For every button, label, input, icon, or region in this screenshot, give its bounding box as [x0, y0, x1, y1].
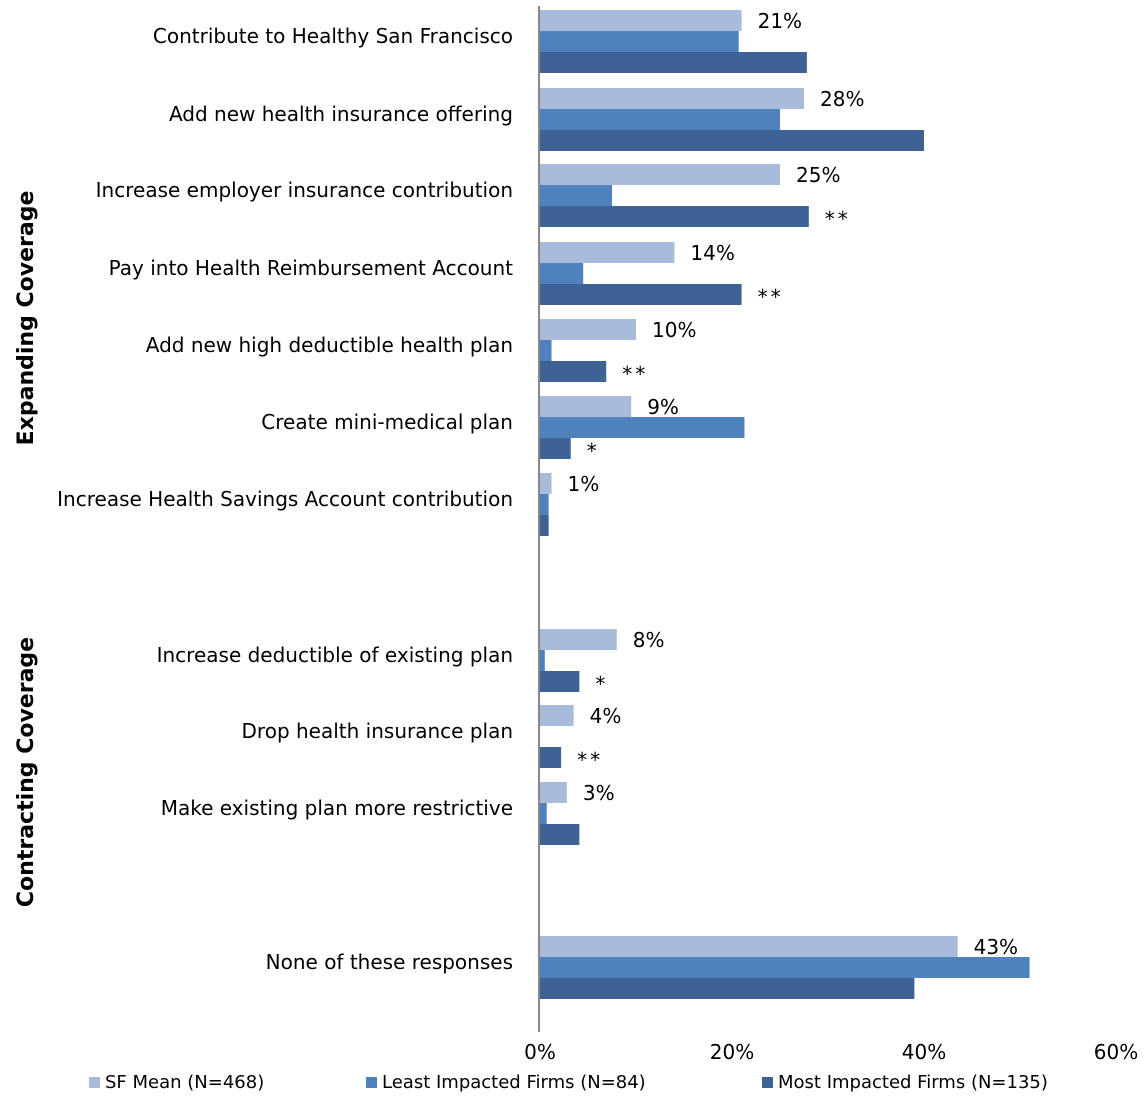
bar-most-impacted — [540, 978, 915, 999]
data-label: 43% — [974, 935, 1018, 959]
significance-markers: ********** — [577, 207, 851, 772]
data-labels: 21% 28% 25% 14% 10% 9% 1% 8% 4% 3% 43% — [568, 9, 1019, 959]
bar-least-impacted — [540, 31, 739, 52]
legend-label: Most Impacted Firms (N=135) — [778, 1072, 1048, 1093]
bar-sf-mean — [540, 319, 636, 340]
bar-most-impacted — [540, 206, 809, 227]
bar-most-impacted — [540, 747, 562, 768]
legend: SF Mean (N=468) Least Impacted Firms (N=8… — [89, 1072, 1048, 1093]
significance-marker: * — [587, 439, 600, 463]
bar-sf-mean — [540, 705, 574, 726]
data-label: 28% — [820, 87, 864, 111]
x-tick-label: 60% — [1094, 1040, 1138, 1064]
data-label: 10% — [652, 318, 696, 342]
category-label: Increase deductible of existing plan — [157, 643, 513, 667]
bar-least-impacted — [540, 650, 545, 671]
group-label: Contracting Coverage — [14, 637, 39, 907]
bar-most-impacted — [540, 671, 580, 692]
bar-most-impacted — [540, 361, 607, 382]
data-label: 25% — [796, 163, 840, 187]
x-tick-label: 20% — [710, 1040, 754, 1064]
bar-sf-mean — [540, 473, 552, 494]
bar-sf-mean — [540, 88, 804, 109]
bars-layer — [540, 10, 1030, 999]
x-tick-label: 0% — [524, 1040, 556, 1064]
significance-marker: ** — [622, 362, 648, 386]
bar-sf-mean — [540, 10, 742, 31]
category-label: Pay into Health Reimbursement Account — [109, 256, 514, 280]
data-label: 3% — [583, 781, 615, 805]
category-label: Add new health insurance offering — [169, 102, 513, 126]
legend-swatch — [89, 1077, 100, 1088]
bar-least-impacted — [540, 494, 549, 515]
category-label: Drop health insurance plan — [242, 719, 513, 743]
legend-swatch — [762, 1077, 773, 1088]
bar-sf-mean — [540, 242, 675, 263]
bar-sf-mean — [540, 936, 958, 957]
legend-label: SF Mean (N=468) — [105, 1072, 264, 1093]
bar-most-impacted — [540, 824, 580, 845]
bar-sf-mean — [540, 396, 632, 417]
data-label: 8% — [633, 628, 665, 652]
x-tick-label: 40% — [902, 1040, 946, 1064]
bar-sf-mean — [540, 164, 780, 185]
category-label: None of these responses — [266, 950, 513, 974]
category-label: Increase Health Savings Account contribu… — [57, 487, 513, 511]
category-label: Increase employer insurance contribution — [96, 178, 513, 202]
data-label: 9% — [647, 395, 679, 419]
data-label: 14% — [690, 241, 734, 265]
bar-most-impacted — [540, 515, 549, 536]
data-label: 4% — [590, 704, 622, 728]
significance-marker: ** — [825, 207, 851, 231]
category-label: Contribute to Healthy San Francisco — [153, 24, 513, 48]
category-label: Add new high deductible health plan — [146, 333, 513, 357]
significance-marker: ** — [577, 748, 603, 772]
bar-least-impacted — [540, 803, 547, 824]
bar-most-impacted — [540, 438, 571, 459]
bar-most-impacted — [540, 130, 924, 151]
bar-least-impacted — [540, 185, 612, 206]
x-tick-labels: 0% 20% 40% 60% — [524, 1040, 1138, 1064]
bar-sf-mean — [540, 629, 617, 650]
significance-marker: ** — [758, 285, 784, 309]
bar-least-impacted — [540, 957, 1030, 978]
bar-least-impacted — [540, 263, 584, 284]
data-label: 1% — [568, 472, 600, 496]
legend-label: Least Impacted Firms (N=84) — [382, 1072, 646, 1093]
group-label: Expanding Coverage — [14, 191, 39, 446]
significance-marker: * — [595, 672, 608, 696]
category-label: Create mini-medical plan — [261, 410, 513, 434]
bar-most-impacted — [540, 284, 742, 305]
bar-least-impacted — [540, 340, 552, 361]
bar-sf-mean — [540, 782, 567, 803]
bar-least-impacted — [540, 109, 780, 130]
bar-least-impacted — [540, 417, 745, 438]
bar-most-impacted — [540, 52, 807, 73]
category-label: Make existing plan more restrictive — [161, 796, 513, 820]
legend-swatch — [366, 1077, 377, 1088]
category-labels: Contribute to Healthy San Francisco Add n… — [57, 24, 513, 974]
group-labels: Expanding Coverage Contracting Coverage — [14, 191, 39, 907]
data-label: 21% — [758, 9, 802, 33]
